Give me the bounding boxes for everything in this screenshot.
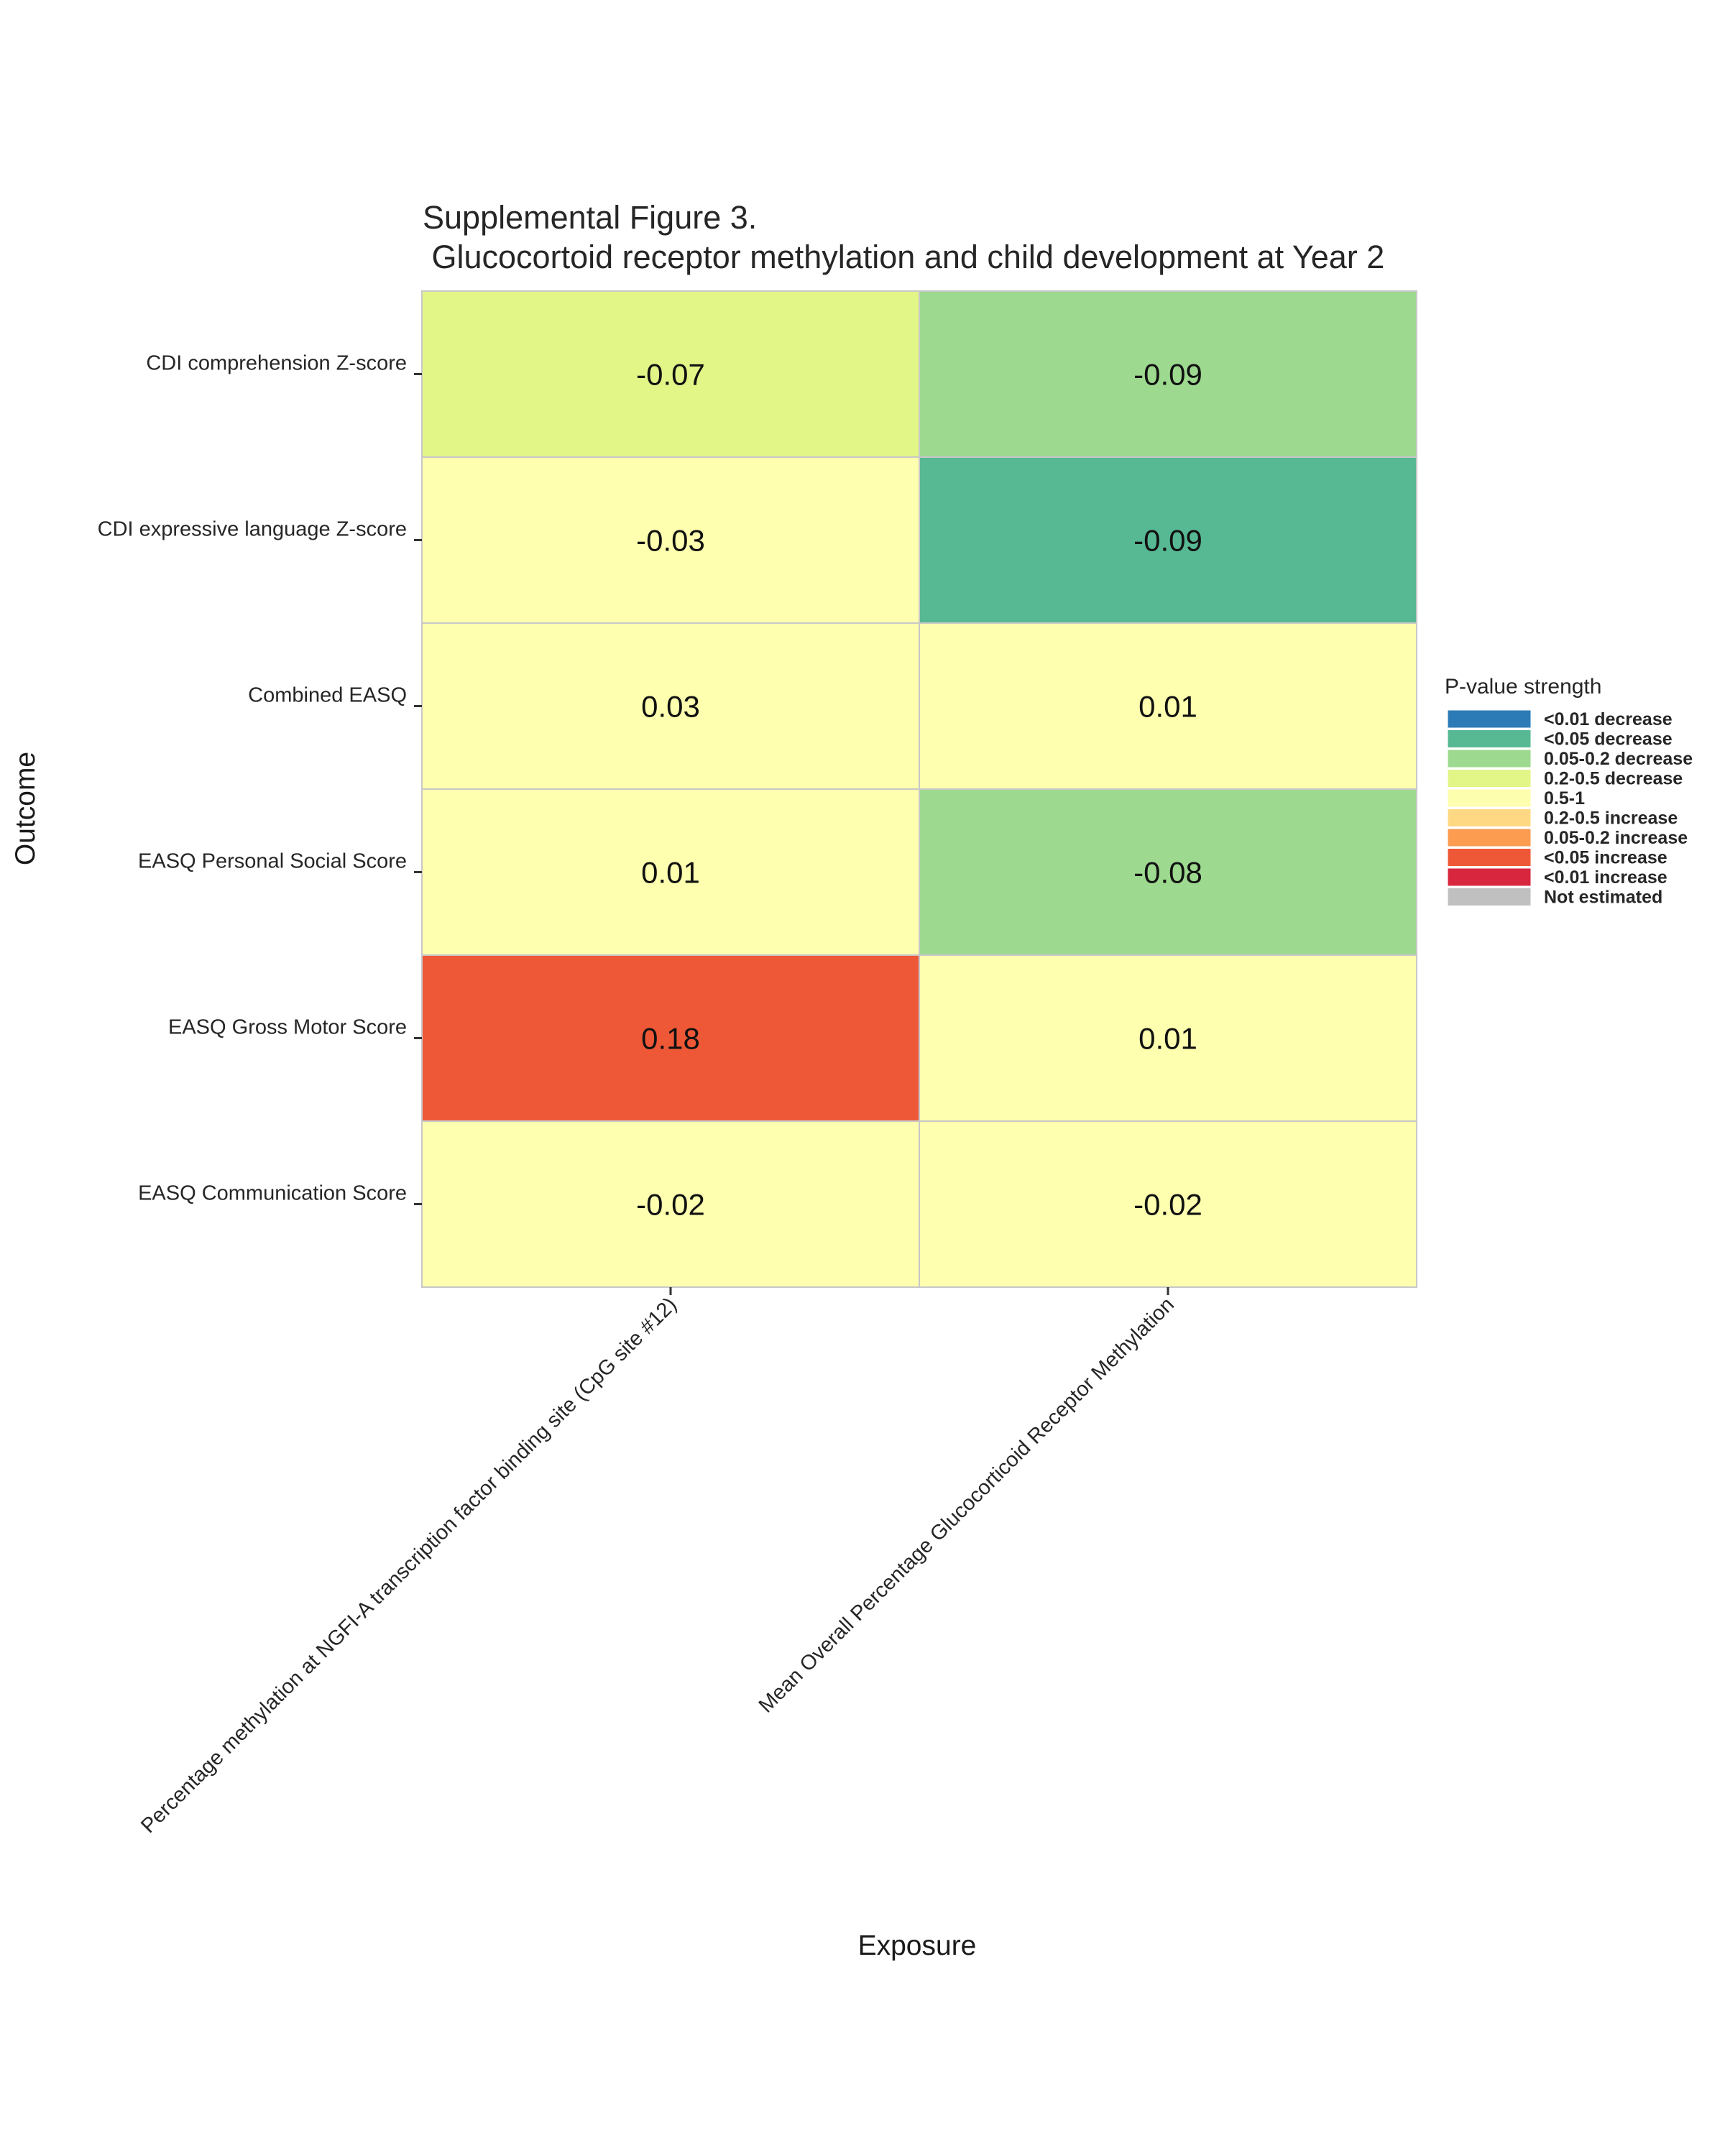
heatmap-cell: [421, 622, 920, 790]
cell-value-label: -0.02: [1133, 1188, 1202, 1222]
heatmap-cell: [919, 1120, 1417, 1288]
legend-entry-label: 0.05-0.2 decrease: [1544, 749, 1693, 769]
cell-value-label: 0.03: [641, 690, 700, 724]
legend-entry-label: Not estimated: [1544, 888, 1662, 908]
legend-entry-label: <0.05 increase: [1544, 848, 1668, 868]
cell-value-label: -0.09: [1133, 358, 1202, 392]
legend-swatch: [1447, 828, 1532, 847]
y-axis-title: Outcome: [10, 752, 41, 865]
legend: P-value strength <0.01 decrease<0.05 dec…: [1445, 675, 1693, 908]
heatmap-cell: [421, 788, 920, 956]
cell-value-label: 0.01: [641, 856, 700, 890]
heatmap-cell: [421, 456, 920, 624]
legend-swatch: [1447, 888, 1532, 906]
heatmap-cells: -0.07 -0.09 -0.03 -0.09 0.03 0.01 0.01 -0.08 0.1…: [421, 290, 1417, 1288]
cell-value-label: -0.08: [1133, 856, 1202, 890]
y-tick-label: CDI comprehension Z-score: [146, 352, 407, 375]
legend-swatch: [1447, 808, 1532, 827]
chart-title-line-2: Glucocortoid receptor methylation and ch…: [423, 239, 1384, 275]
y-tick-label: EASQ Communication Score: [138, 1182, 407, 1205]
legend-entry-label: <0.01 decrease: [1544, 709, 1673, 729]
y-tick-label: EASQ Gross Motor Score: [168, 1016, 407, 1039]
heatmap-cell: [919, 954, 1417, 1122]
x-tick-labels: Percentage methylation at NGFI-A transcr…: [137, 1287, 1179, 1838]
cell-value-label: -0.03: [636, 524, 705, 558]
legend-swatch: [1447, 848, 1532, 867]
heatmap-cell: [919, 290, 1417, 458]
chart-title-line-1: Supplemental Figure 3.: [423, 199, 757, 236]
legend-swatch: [1447, 709, 1532, 729]
y-tick-label: CDI expressive language Z-score: [98, 518, 407, 541]
cell-value-label: 0.01: [1138, 1022, 1197, 1056]
y-tick-labels: CDI comprehension Z-score CDI expressive …: [98, 352, 422, 1205]
legend-entry-label: <0.05 decrease: [1544, 729, 1673, 750]
y-tick-label: EASQ Personal Social Score: [138, 850, 407, 873]
cell-value-label: -0.07: [636, 358, 705, 392]
legend-swatch: [1447, 788, 1532, 808]
legend-entry-label: 0.2-0.5 decrease: [1544, 769, 1683, 789]
legend-entry-label: 0.2-0.5 increase: [1544, 808, 1678, 829]
legend-swatch: [1447, 749, 1532, 768]
heatmap-cell: [919, 788, 1417, 956]
x-tick-label: Mean Overall Percentage Glucocorticoid R…: [755, 1293, 1179, 1717]
heatmap-cell: [421, 290, 920, 458]
cell-value-label: 0.18: [641, 1022, 700, 1056]
legend-swatch: [1447, 867, 1532, 887]
x-axis-title: Exposure: [858, 1930, 977, 1961]
cell-value-label: -0.09: [1133, 524, 1202, 558]
legend-entry-label: 0.5-1: [1544, 788, 1585, 808]
y-tick-label: Combined EASQ: [248, 684, 407, 707]
legend-entry-label: 0.05-0.2 increase: [1544, 828, 1688, 848]
heatmap-cell: [919, 622, 1417, 790]
legend-title: P-value strength: [1445, 675, 1601, 699]
cell-value-label: 0.01: [1138, 690, 1197, 724]
heatmap-cell: [919, 456, 1417, 624]
x-tick-label: Percentage methylation at NGFI-A transcr…: [137, 1293, 681, 1838]
legend-swatch: [1447, 729, 1532, 748]
legend-entry-label: <0.01 increase: [1544, 867, 1668, 888]
cell-value-label: -0.02: [636, 1188, 705, 1222]
legend-swatch: [1447, 769, 1532, 788]
